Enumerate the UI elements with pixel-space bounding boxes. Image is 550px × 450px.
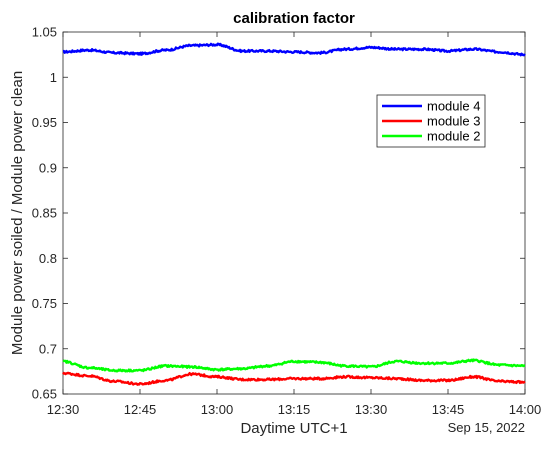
series-line-module-4 xyxy=(62,42,526,57)
x-tick-label: 12:45 xyxy=(124,402,157,417)
x-tick-label: 12:30 xyxy=(47,402,80,417)
x-tick-label: 13:15 xyxy=(278,402,311,417)
y-tick-label: 0.8 xyxy=(39,251,57,266)
x-tick-label: 13:45 xyxy=(432,402,465,417)
legend-entry-label: module 4 xyxy=(427,99,480,114)
x-tick-label: 14:00 xyxy=(509,402,542,417)
x-axis-title: Daytime UTC+1 xyxy=(240,420,347,437)
y-tick-label: 0.85 xyxy=(32,206,57,221)
legend-entry-label: module 2 xyxy=(427,129,480,144)
series-layer xyxy=(62,42,526,386)
y-tick-label: 0.75 xyxy=(32,296,57,311)
legend-entry-label: module 3 xyxy=(427,114,480,129)
y-tick-label: 0.9 xyxy=(39,160,57,175)
chart-title: calibration factor xyxy=(233,10,355,27)
x-tick-label: 13:00 xyxy=(201,402,234,417)
axes-layer: 12:30 12:45 13:00 13:15 13:30 13:45 14:00 0.65 0… xyxy=(32,25,542,418)
y-tick-label: 0.95 xyxy=(32,115,57,130)
y-tick-label: 1 xyxy=(50,70,57,85)
y-tick-label: 0.7 xyxy=(39,341,57,356)
x-tick-label: 13:30 xyxy=(355,402,388,417)
plot-area xyxy=(62,31,526,395)
y-tick-label: 0.65 xyxy=(32,387,57,402)
series-line-module-3 xyxy=(62,371,526,386)
series-line-module-2 xyxy=(62,358,526,373)
y-tick-label: 1.05 xyxy=(32,25,57,40)
y-axis-title: Module power soiled / Module power clean xyxy=(9,71,26,355)
date-label: Sep 15, 2022 xyxy=(448,420,525,435)
